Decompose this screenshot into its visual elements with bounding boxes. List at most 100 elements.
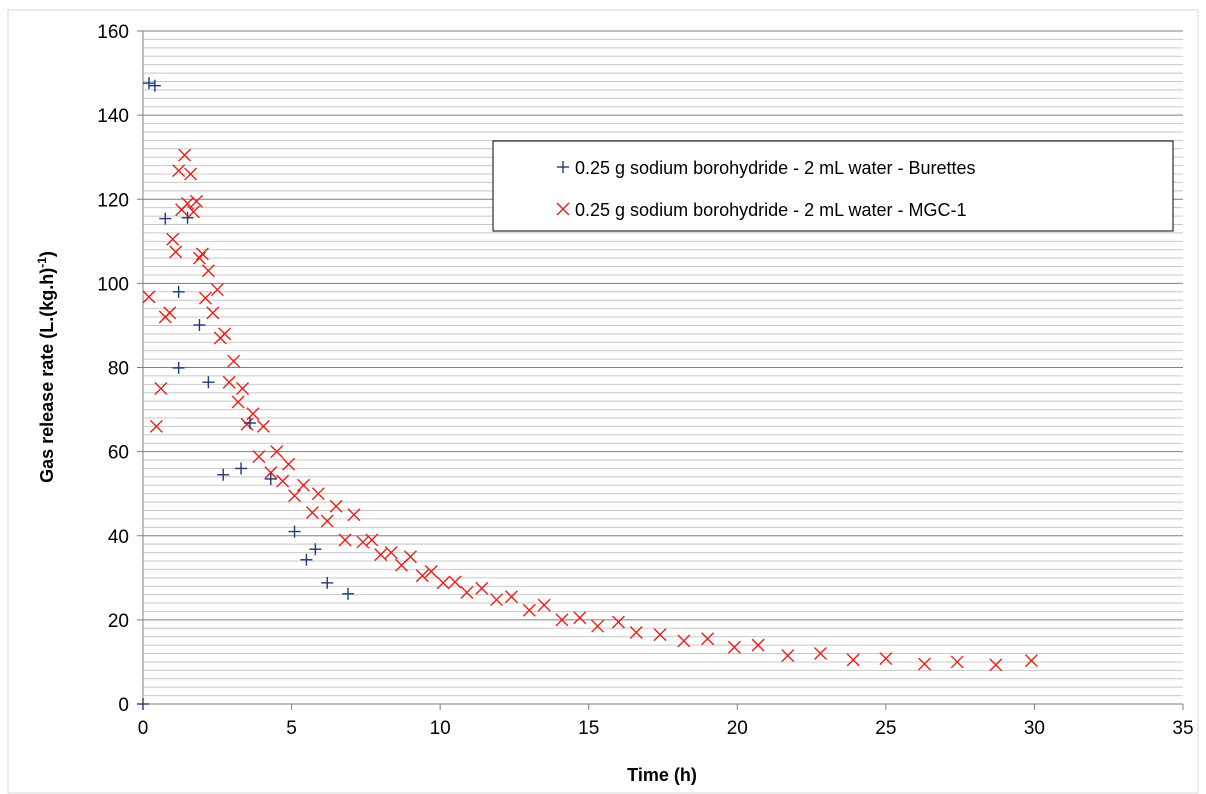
- burettes-point: [243, 417, 256, 430]
- mgc1-point: [282, 457, 296, 471]
- mgc1-point: [169, 245, 183, 259]
- mgc1-point: [256, 419, 270, 433]
- burettes-point: [172, 361, 185, 374]
- x-tick-label: 10: [430, 718, 451, 739]
- y-axis-title: Gas release rate (L.(kg.h)-1): [35, 251, 57, 483]
- y-axis-title-superscript: -1: [35, 257, 49, 268]
- mgc1-point: [653, 628, 667, 642]
- mgc1-point: [460, 586, 474, 600]
- mgc1-point: [172, 164, 186, 178]
- legend: 0.25 g sodium borohydride - 2 mL water -…: [492, 140, 1174, 232]
- x-tick-label: 35: [1172, 718, 1193, 739]
- mgc1-point: [154, 382, 168, 396]
- mgc1-point: [537, 598, 551, 612]
- burettes-point: [264, 472, 277, 485]
- mgc1-point: [181, 196, 195, 210]
- mgc1-point: [231, 395, 245, 409]
- y-tick-label: 160: [97, 22, 129, 43]
- mgc1-point: [236, 382, 250, 396]
- legend-box: [492, 140, 1174, 232]
- mgc1-point: [751, 638, 765, 652]
- mgc1-point: [210, 283, 224, 297]
- mgc1-point: [187, 205, 201, 219]
- mgc1-point: [403, 550, 417, 564]
- mgc1-point: [178, 148, 192, 162]
- mgc1-point: [677, 634, 691, 648]
- mgc1-point: [329, 499, 343, 513]
- mgc1-point: [218, 327, 232, 341]
- y-tick-label: 80: [108, 359, 129, 380]
- mgc1-point: [227, 354, 241, 368]
- mgc1-point: [629, 625, 643, 639]
- gridlines: [143, 30, 1183, 697]
- mgc1-point: [142, 290, 156, 304]
- burettes-point: [235, 462, 248, 475]
- mgc1-point: [276, 474, 290, 488]
- mgc1-point: [252, 450, 266, 464]
- x-tick-label: 20: [727, 718, 748, 739]
- burettes-point: [217, 468, 230, 481]
- legend-label-mgc1: 0.25 g sodium borohydride - 2 mL water -…: [575, 200, 967, 220]
- mgc1-point: [384, 546, 398, 560]
- burettes-point: [300, 553, 313, 566]
- mgc1-point: [163, 306, 177, 320]
- mgc1-point: [555, 613, 569, 627]
- burettes-point: [142, 77, 155, 90]
- y-tick-label: 20: [108, 611, 129, 632]
- axes: 0 20 40 60 80 100 120 140 160 0 5 10 15 20 25 30 35: [97, 22, 1193, 739]
- burettes-point: [137, 698, 149, 710]
- mgc1-point: [950, 655, 964, 669]
- y-tick-label: 60: [108, 443, 129, 464]
- mgc1-point: [356, 535, 370, 549]
- mgc1-point: [879, 652, 893, 666]
- legend-cross-icon: [556, 202, 570, 216]
- mgc1-point: [305, 506, 319, 520]
- mgc1-point: [338, 533, 352, 547]
- mgc1-point: [374, 548, 388, 562]
- mgc1-point: [475, 581, 489, 595]
- y-tick-label: 140: [97, 106, 129, 127]
- burettes-point: [181, 211, 194, 224]
- burettes-point: [172, 285, 185, 298]
- mgc1-point: [201, 264, 215, 278]
- mgc1-point: [1024, 654, 1038, 668]
- legend-plus-icon: [557, 161, 569, 173]
- mgc1-point: [781, 649, 795, 663]
- mgc1-point: [184, 167, 198, 181]
- mgc1-point: [701, 632, 715, 646]
- mgc1-point: [195, 247, 209, 261]
- x-tick-label: 15: [578, 718, 599, 739]
- mgc1-point: [347, 508, 361, 522]
- x-tick-label: 0: [138, 718, 149, 739]
- mgc1-point: [591, 619, 605, 633]
- x-tick-label: 25: [875, 718, 896, 739]
- mgc1-point: [198, 291, 212, 305]
- legend-marker-mgc1: [556, 202, 570, 216]
- burettes-point: [159, 212, 172, 225]
- mgc1-point: [240, 417, 254, 431]
- mgc1-point: [424, 565, 438, 578]
- mgc1-point: [846, 653, 860, 667]
- x-tick-label: 30: [1024, 718, 1045, 739]
- mgc1-point: [436, 576, 450, 590]
- mgc1-point: [222, 375, 236, 389]
- mgc1-point: [504, 590, 518, 604]
- mgc1-point: [573, 611, 587, 625]
- y-tick-label: 120: [97, 190, 129, 211]
- y-tick-label: 100: [97, 274, 129, 295]
- mgc1-point: [365, 533, 379, 547]
- burettes-point: [309, 543, 322, 556]
- mgc1-point: [989, 658, 1003, 672]
- data-points: [137, 77, 1038, 710]
- burettes-point: [321, 576, 334, 589]
- burettes-point: [148, 79, 161, 92]
- y-tick-label: 40: [108, 527, 129, 548]
- x-axis-title: Time (h): [627, 765, 697, 785]
- y-tick-label: 0: [118, 695, 129, 716]
- mgc1-point: [149, 419, 163, 433]
- mgc1-point: [264, 466, 278, 480]
- mgc1-point: [448, 575, 462, 589]
- mgc1-point: [166, 232, 180, 246]
